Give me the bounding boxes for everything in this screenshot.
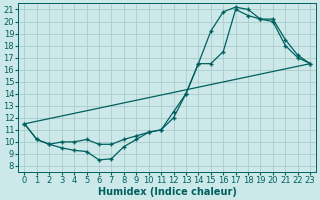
X-axis label: Humidex (Indice chaleur): Humidex (Indice chaleur) xyxy=(98,187,237,197)
